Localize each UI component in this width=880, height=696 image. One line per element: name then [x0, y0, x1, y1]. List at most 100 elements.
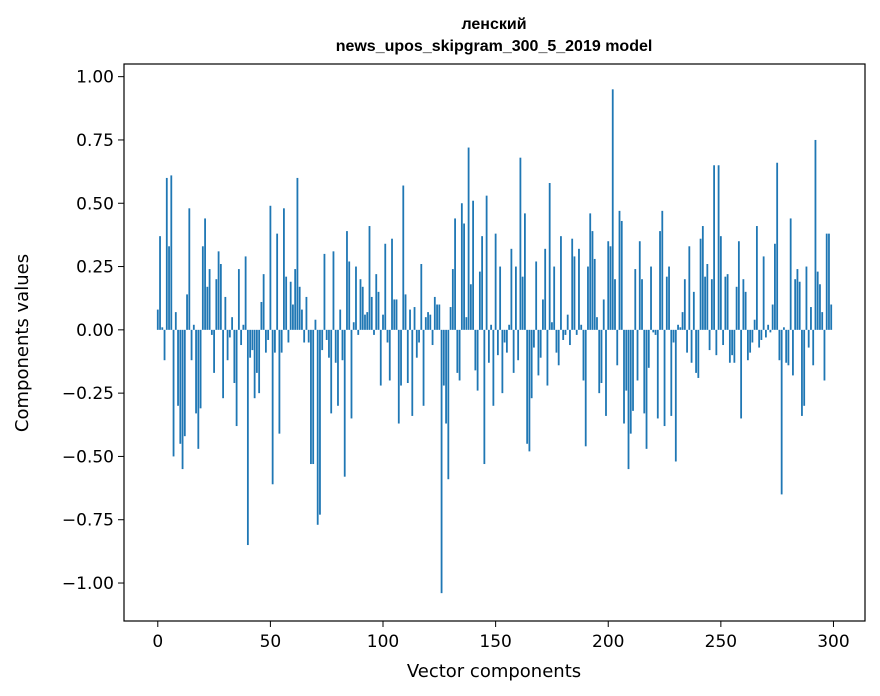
- bar-93: [366, 312, 369, 330]
- bar-125: [438, 304, 441, 330]
- chart-title: ленский: [461, 16, 526, 33]
- bar-141: [474, 329, 477, 371]
- bar-68: [310, 329, 312, 465]
- bar-63: [298, 286, 301, 330]
- x-tick-label: 100: [367, 632, 399, 652]
- bar-39: [244, 256, 247, 330]
- bar-61: [294, 269, 297, 330]
- bar-133: [456, 329, 459, 373]
- bar-269: [762, 256, 765, 330]
- plot-frame: [123, 63, 866, 622]
- bar-219: [650, 266, 652, 330]
- bar-45: [258, 329, 261, 394]
- bar-248: [715, 329, 718, 356]
- bar-84: [346, 231, 348, 330]
- bar-245: [708, 329, 711, 351]
- bar-136: [463, 223, 465, 330]
- bar-232: [679, 327, 682, 330]
- bar-109: [402, 185, 405, 330]
- bar-102: [386, 329, 389, 343]
- bar-202: [611, 89, 614, 330]
- bar-262: [746, 329, 749, 361]
- bar-25: [213, 329, 215, 373]
- bar-31: [226, 329, 229, 361]
- y-axis-ticks: −1.00 −0.75 −0.50 −0.25 0.00 0.25 0.50 0.75 1.00: [62, 68, 124, 594]
- bar-252: [724, 276, 727, 330]
- bar-64: [301, 309, 303, 330]
- bar-271: [767, 324, 770, 330]
- bar-233: [681, 312, 684, 330]
- bar-11: [181, 329, 184, 470]
- bar-131: [451, 269, 454, 330]
- bar-88: [355, 266, 357, 330]
- bar-265: [753, 319, 756, 330]
- bar-276: [778, 329, 781, 361]
- bar-series: [156, 89, 833, 594]
- bar-186: [575, 329, 578, 335]
- bar-159: [515, 266, 517, 330]
- bar-153: [501, 329, 504, 394]
- bar-249: [717, 165, 720, 330]
- bar-4: [165, 177, 168, 330]
- bar-291: [812, 329, 815, 366]
- bar-297: [825, 233, 828, 330]
- bar-221: [654, 329, 657, 335]
- bar-111: [406, 329, 409, 384]
- bar-162: [521, 276, 524, 330]
- bar-198: [602, 299, 605, 330]
- bar-237: [690, 329, 693, 363]
- bar-69: [312, 329, 315, 465]
- bar-8: [174, 312, 177, 330]
- bar-77: [330, 329, 333, 414]
- bar-247: [713, 165, 715, 330]
- bar-85: [348, 261, 351, 330]
- bar-32: [228, 329, 231, 338]
- x-tick-label: 0: [152, 632, 163, 652]
- bar-44: [255, 329, 258, 373]
- x-tick-label: 300: [817, 632, 849, 652]
- bar-83: [343, 329, 346, 477]
- bar-203: [614, 279, 616, 330]
- bar-95: [370, 296, 373, 330]
- bar-72: [319, 329, 321, 515]
- bar-92: [364, 314, 366, 330]
- bar-174: [548, 183, 551, 330]
- bar-168: [535, 261, 538, 330]
- bar-163: [524, 213, 526, 330]
- bar-241: [699, 238, 702, 330]
- bar-5: [168, 246, 170, 330]
- bar-20: [201, 246, 204, 330]
- bar-100: [382, 314, 384, 330]
- bar-66: [305, 296, 308, 330]
- bar-224: [661, 210, 664, 330]
- bar-177: [555, 329, 558, 353]
- bar-270: [765, 329, 767, 338]
- bar-145: [483, 329, 486, 465]
- bar-43: [253, 329, 256, 399]
- bar-123: [433, 296, 436, 330]
- bar-7: [172, 329, 175, 457]
- bar-216: [643, 329, 646, 414]
- y-tick-label: 0.25: [76, 258, 114, 278]
- bar-26: [215, 279, 218, 330]
- y-axis-label: Components values: [12, 254, 33, 432]
- chart-subtitle: news_upos_skipgram_300_5_2019 model: [336, 38, 653, 55]
- bar-172: [544, 248, 547, 330]
- bar-190: [584, 329, 587, 447]
- bar-209: [627, 329, 630, 470]
- bar-9: [177, 329, 179, 406]
- bar-117: [420, 264, 423, 330]
- bar-283: [794, 279, 797, 330]
- bar-264: [751, 329, 754, 343]
- bar-295: [821, 312, 824, 330]
- bar-37: [240, 329, 243, 346]
- y-tick-label: −0.75: [62, 511, 114, 531]
- bar-40: [246, 329, 249, 546]
- bar-230: [674, 329, 677, 462]
- bar-70: [314, 319, 317, 330]
- bar-17: [195, 329, 197, 414]
- bar-296: [823, 329, 826, 381]
- bar-226: [665, 276, 668, 330]
- bar-187: [578, 248, 580, 330]
